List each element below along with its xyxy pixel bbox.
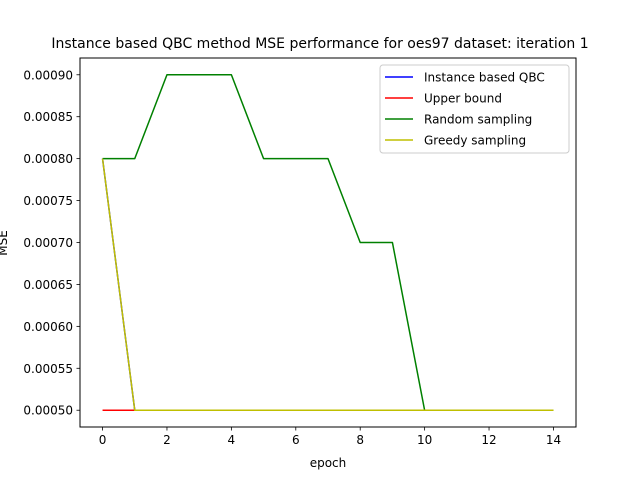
x-tick-label: 6 xyxy=(292,433,300,447)
y-tick-label: 0.00050 xyxy=(23,404,73,418)
y-tick-label: 0.00055 xyxy=(23,362,73,376)
legend-label-upper-bound: Upper bound xyxy=(424,92,502,106)
x-tick-label: 0 xyxy=(99,433,107,447)
series-line-greedy-sampling xyxy=(101,158,554,411)
series-layer xyxy=(101,74,554,411)
y-tick-label: 0.00085 xyxy=(23,110,73,124)
y-tick-label: 0.00075 xyxy=(23,194,73,208)
y-tick-label: 0.00065 xyxy=(23,278,73,292)
legend-box xyxy=(379,64,570,154)
legend-label-instance-based-qbc: Instance based QBC xyxy=(424,71,545,85)
x-tick-label: 4 xyxy=(228,433,236,447)
x-axis: 0 2 4 6 8 10 12 14 xyxy=(99,427,561,447)
legend-label-greedy-sampling: Greedy sampling xyxy=(424,134,526,148)
y-tick-label: 0.00090 xyxy=(23,68,73,82)
x-tick-label: 12 xyxy=(481,433,496,447)
y-axis-label: MSE xyxy=(0,230,10,256)
y-axis: 0.00050 0.00055 0.00060 0.00065 0.00070 0.000… xyxy=(23,68,80,418)
x-tick-label: 8 xyxy=(356,433,364,447)
x-tick-label: 2 xyxy=(163,433,171,447)
x-tick-label: 10 xyxy=(417,433,432,447)
y-tick-label: 0.00070 xyxy=(23,236,73,250)
y-tick-label: 0.00060 xyxy=(23,320,73,334)
legend-label-random-sampling: Random sampling xyxy=(424,113,532,127)
y-tick-label: 0.00080 xyxy=(23,152,73,166)
chart-title: Instance based QBC method MSE performanc… xyxy=(51,36,588,52)
x-tick-label: 14 xyxy=(546,433,561,447)
legend: Instance based QBC Upper bound Random samp… xyxy=(379,64,570,154)
x-axis-label: epoch xyxy=(310,456,347,470)
